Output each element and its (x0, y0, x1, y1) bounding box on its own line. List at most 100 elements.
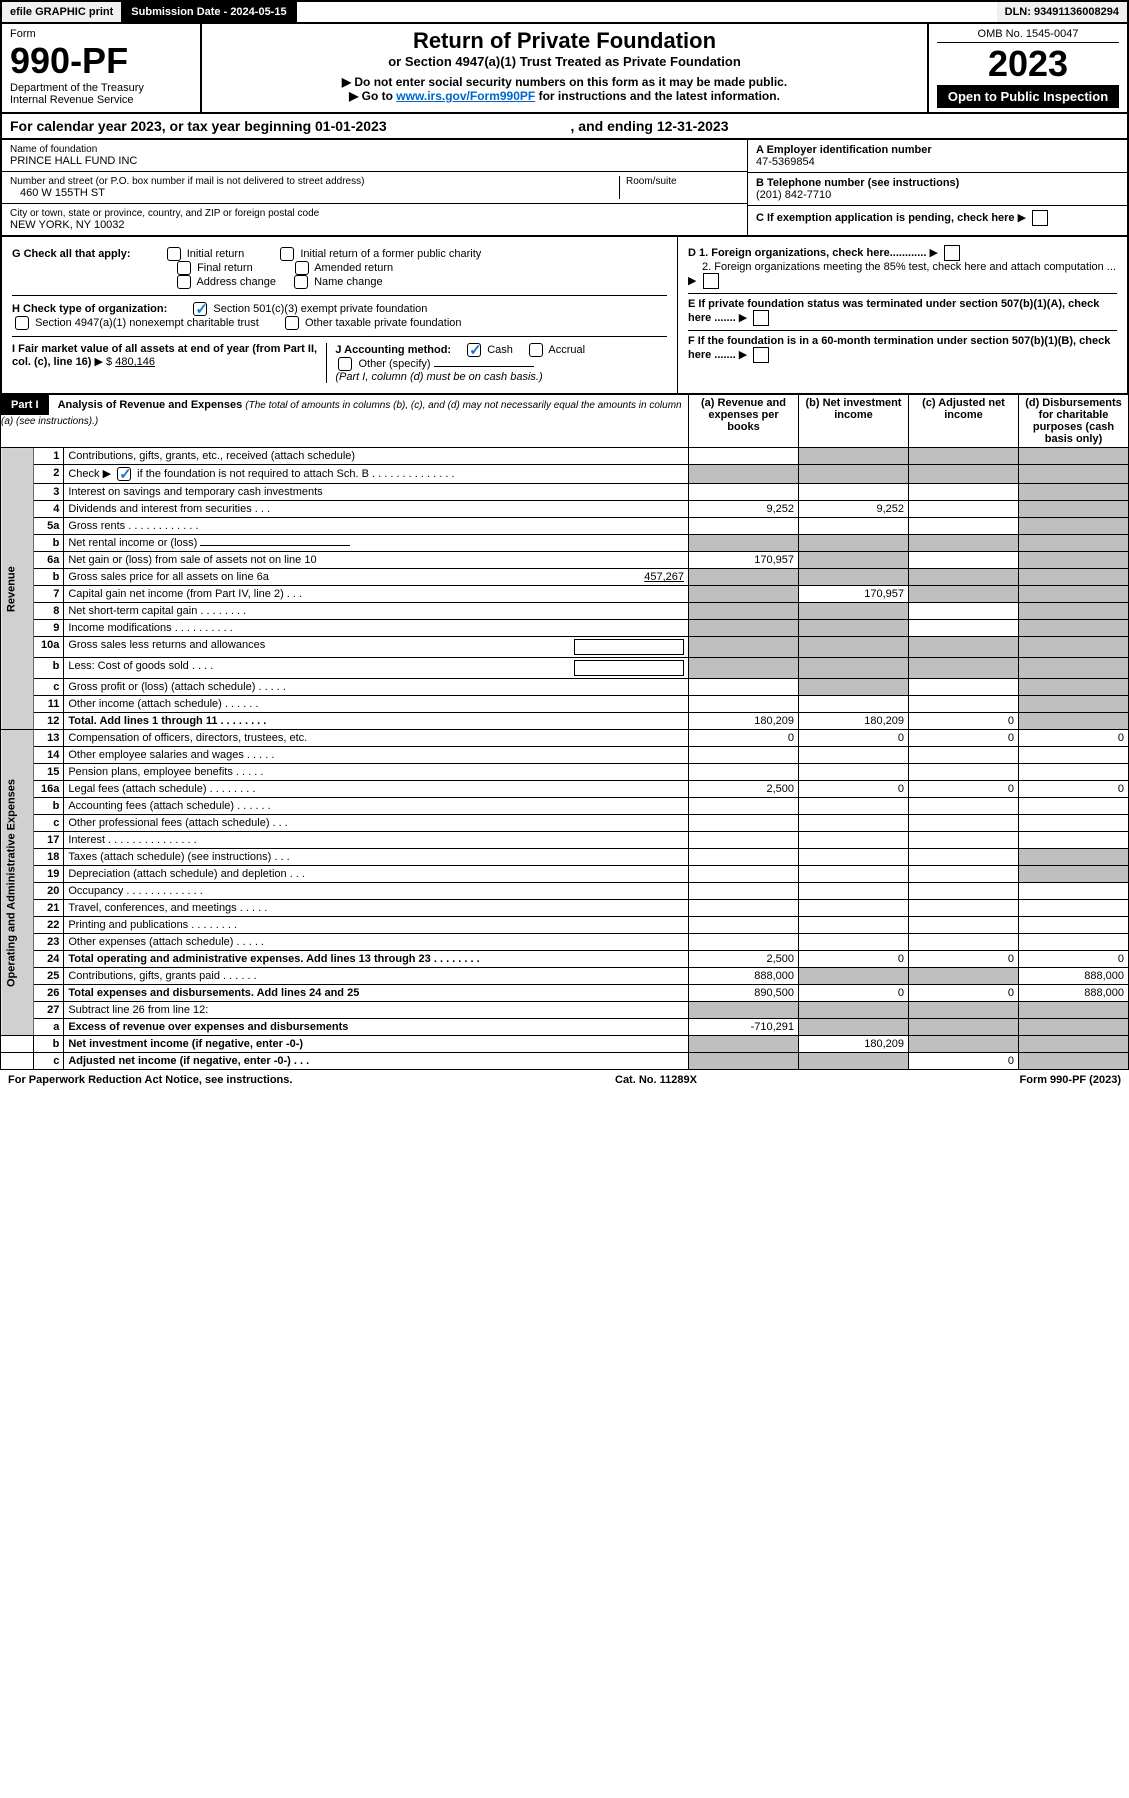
line-19: Depreciation (attach schedule) and deple… (64, 866, 689, 883)
h-label: H Check type of organization: (12, 303, 167, 315)
initial-return-cb[interactable] (167, 247, 181, 261)
part-title: Analysis of Revenue and Expenses (52, 399, 243, 411)
c-checkbox[interactable] (1032, 210, 1048, 226)
line-14: Other employee salaries and wages . . . … (64, 747, 689, 764)
h-4947-cb[interactable] (15, 316, 29, 330)
line-17: Interest . . . . . . . . . . . . . . . (64, 832, 689, 849)
line-16c: Other professional fees (attach schedule… (64, 815, 689, 832)
form-number: 990-PF (10, 40, 192, 82)
line-5b: Net rental income or (loss) (64, 535, 689, 552)
warn1: ▶ Do not enter social security numbers o… (210, 75, 919, 89)
line-26: Total expenses and disbursements. Add li… (64, 985, 689, 1002)
line-12: Total. Add lines 1 through 11 . . . . . … (64, 713, 689, 730)
g-label: G Check all that apply: (12, 248, 131, 260)
foundation-name: PRINCE HALL FUND INC (10, 155, 739, 167)
line-15: Pension plans, employee benefits . . . .… (64, 764, 689, 781)
j-cash-cb[interactable] (467, 343, 481, 357)
form-ref: Form 990-PF (2023) (1020, 1074, 1121, 1086)
dln: DLN: 93491136008294 (997, 2, 1127, 22)
pra-notice: For Paperwork Reduction Act Notice, see … (8, 1074, 292, 1086)
irs: Internal Revenue Service (10, 94, 192, 106)
e-label: E If private foundation status was termi… (688, 298, 1099, 324)
open-public: Open to Public Inspection (937, 85, 1119, 108)
line-18: Taxes (attach schedule) (see instruction… (64, 849, 689, 866)
line-27a: Excess of revenue over expenses and disb… (64, 1019, 689, 1036)
dept: Department of the Treasury (10, 82, 192, 94)
final-return-cb[interactable] (177, 261, 191, 275)
h-501c3-cb[interactable] (193, 302, 207, 316)
l2-cb[interactable] (117, 467, 131, 481)
tax-year: 2023 (937, 43, 1119, 85)
irs-link[interactable]: www.irs.gov/Form990PF (396, 89, 535, 103)
ein-label: A Employer identification number (756, 144, 1119, 156)
form-header: Form 990-PF Department of the Treasury I… (0, 24, 1129, 114)
line-2: Check ▶ if the foundation is not require… (64, 465, 689, 484)
footer: For Paperwork Reduction Act Notice, see … (0, 1070, 1129, 1090)
line-5a: Gross rents . . . . . . . . . . . . (64, 518, 689, 535)
warn2: ▶ Go to www.irs.gov/Form990PF for instru… (210, 89, 919, 103)
c-label: C If exemption application is pending, c… (756, 212, 1015, 224)
line-27: Subtract line 26 from line 12: (64, 1002, 689, 1019)
omb: OMB No. 1545-0047 (937, 28, 1119, 43)
name-label: Name of foundation (10, 144, 739, 155)
line-10a: Gross sales less returns and allowances (64, 637, 689, 658)
line-22: Printing and publications . . . . . . . … (64, 917, 689, 934)
expenses-label: Operating and Administrative Expenses (1, 730, 34, 1036)
h-other-cb[interactable] (285, 316, 299, 330)
line-7: Capital gain net income (from Part IV, l… (64, 586, 689, 603)
form-subtitle: or Section 4947(a)(1) Trust Treated as P… (210, 54, 919, 69)
line-20: Occupancy . . . . . . . . . . . . . (64, 883, 689, 900)
city-label: City or town, state or province, country… (10, 208, 739, 219)
line-11: Other income (attach schedule) . . . . .… (64, 696, 689, 713)
phone-label: B Telephone number (see instructions) (756, 177, 1119, 189)
line-1: Contributions, gifts, grants, etc., rece… (64, 448, 689, 465)
line-6b: Gross sales price for all assets on line… (64, 569, 689, 586)
part1-table: Part I Analysis of Revenue and Expenses … (0, 394, 1129, 1070)
submission-date: Submission Date - 2024-05-15 (123, 2, 296, 22)
amended-cb[interactable] (295, 261, 309, 275)
j-accrual-cb[interactable] (529, 343, 543, 357)
top-bar: efile GRAPHIC print Submission Date - 20… (0, 0, 1129, 24)
addr-label: Number and street (or P.O. box number if… (10, 176, 619, 187)
line-10c: Gross profit or (loss) (attach schedule)… (64, 679, 689, 696)
line-13: Compensation of officers, directors, tru… (64, 730, 689, 747)
line-6a: Net gain or (loss) from sale of assets n… (64, 552, 689, 569)
cat-no: Cat. No. 11289X (615, 1074, 697, 1086)
col-a: (a) Revenue and expenses per books (689, 395, 799, 448)
line-25: Contributions, gifts, grants paid . . . … (64, 968, 689, 985)
d2-cb[interactable] (703, 273, 719, 289)
street-address: 460 W 155TH ST (10, 187, 619, 199)
name-change-cb[interactable] (294, 275, 308, 289)
room-label: Room/suite (626, 176, 739, 187)
calendar-year: For calendar year 2023, or tax year begi… (0, 114, 1129, 140)
f-label: F If the foundation is in a 60-month ter… (688, 335, 1110, 361)
form-title: Return of Private Foundation (210, 28, 919, 54)
line-10b: Less: Cost of goods sold . . . . (64, 658, 689, 679)
col-d: (d) Disbursements for charitable purpose… (1019, 395, 1129, 448)
i-label: I Fair market value of all assets at end… (12, 343, 317, 368)
line-23: Other expenses (attach schedule) . . . .… (64, 934, 689, 951)
line-16b: Accounting fees (attach schedule) . . . … (64, 798, 689, 815)
d1-cb[interactable] (944, 245, 960, 261)
line-4: Dividends and interest from securities .… (64, 501, 689, 518)
check-section: G Check all that apply: Initial return I… (0, 237, 1129, 394)
line-16a: Legal fees (attach schedule) . . . . . .… (64, 781, 689, 798)
col-c: (c) Adjusted net income (909, 395, 1019, 448)
form-label: Form (10, 28, 192, 40)
d1-label: D 1. Foreign organizations, check here..… (688, 247, 926, 259)
efile-btn[interactable]: efile GRAPHIC print (2, 2, 123, 22)
f-cb[interactable] (753, 347, 769, 363)
line-8: Net short-term capital gain . . . . . . … (64, 603, 689, 620)
e-cb[interactable] (753, 310, 769, 326)
phone: (201) 842-7710 (756, 189, 1119, 201)
ein: 47-5369854 (756, 156, 1119, 168)
j-other-cb[interactable] (338, 357, 352, 371)
j-note: (Part I, column (d) must be on cash basi… (335, 371, 542, 383)
line-21: Travel, conferences, and meetings . . . … (64, 900, 689, 917)
col-b: (b) Net investment income (799, 395, 909, 448)
addr-change-cb[interactable] (177, 275, 191, 289)
line-9: Income modifications . . . . . . . . . . (64, 620, 689, 637)
initial-former-cb[interactable] (280, 247, 294, 261)
city-state-zip: NEW YORK, NY 10032 (10, 219, 739, 231)
org-info: Name of foundation PRINCE HALL FUND INC … (0, 140, 1129, 237)
